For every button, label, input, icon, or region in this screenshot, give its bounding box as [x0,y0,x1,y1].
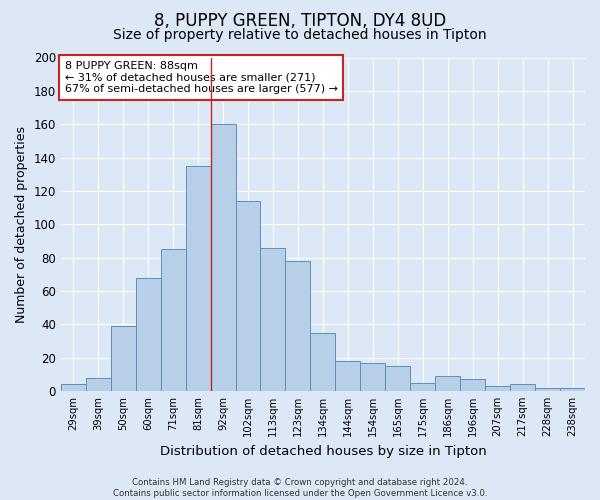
Text: Size of property relative to detached houses in Tipton: Size of property relative to detached ho… [113,28,487,42]
Bar [535,388,560,391]
Bar [136,278,161,391]
Y-axis label: Number of detached properties: Number of detached properties [15,126,28,322]
Bar [61,384,86,391]
Bar [260,248,286,391]
Text: 8, PUPPY GREEN, TIPTON, DY4 8UD: 8, PUPPY GREEN, TIPTON, DY4 8UD [154,12,446,30]
Text: 8 PUPPY GREEN: 88sqm
← 31% of detached houses are smaller (271)
67% of semi-deta: 8 PUPPY GREEN: 88sqm ← 31% of detached h… [65,61,338,94]
Bar [86,378,111,391]
Bar [286,261,310,391]
Bar [211,124,236,391]
Bar [560,388,585,391]
Bar [161,249,185,391]
Bar [385,366,410,391]
X-axis label: Distribution of detached houses by size in Tipton: Distribution of detached houses by size … [160,444,486,458]
Bar [435,376,460,391]
Bar [410,382,435,391]
Bar [310,332,335,391]
Bar [335,361,361,391]
Bar [236,201,260,391]
Bar [111,326,136,391]
Bar [485,386,510,391]
Bar [460,380,485,391]
Bar [361,362,385,391]
Bar [185,166,211,391]
Bar [510,384,535,391]
Text: Contains HM Land Registry data © Crown copyright and database right 2024.
Contai: Contains HM Land Registry data © Crown c… [113,478,487,498]
